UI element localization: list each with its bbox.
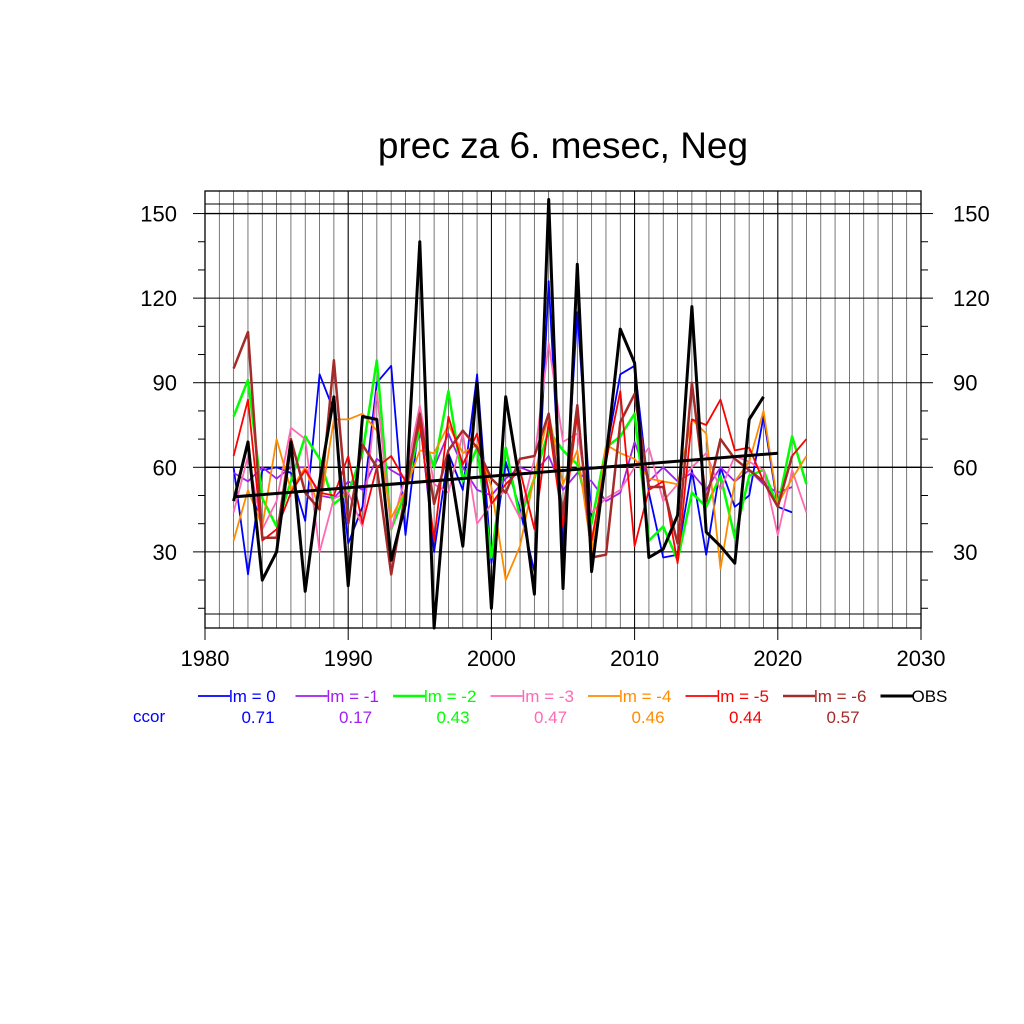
y-tick-label-right: 150 [953,202,990,227]
x-tick-label: 2030 [897,646,946,671]
y-tick-label-left: 90 [153,371,177,396]
ccor-value: 0.44 [729,708,762,727]
ccor-value: 0.43 [436,708,469,727]
x-tick-label: 2000 [467,646,516,671]
legend: lm = 0 lm = -1 lm = -2 lm = -3 lm = -4 lm = -… [133,687,947,727]
y-tick-label-right: 30 [953,540,977,565]
legend-label: lm = -5 [717,687,769,706]
y-tick-label-right: 90 [953,371,977,396]
ccor-value: 0.46 [631,708,664,727]
plot-frame [204,190,922,629]
series-line-obs [232,198,765,630]
series-line-lm-5 [232,390,808,565]
y-tick-label-left: 120 [140,286,177,311]
legend-label: lm = -4 [619,687,671,706]
legend-label: lm = -3 [522,687,574,706]
series-lines [232,198,808,630]
y-tick-label-right: 120 [953,286,990,311]
chart-title: prec za 6. mesec, Neg [378,125,748,166]
x-tick-label: 2010 [610,646,659,671]
ccor-value: 0.71 [241,708,274,727]
series-line-lm-3 [232,342,808,553]
ccor-label: ccor [133,707,165,726]
x-tick-label: 1990 [324,646,373,671]
y-tick-label-left: 60 [153,455,177,480]
ccor-value: 0.47 [534,708,567,727]
y-tick-label-left: 150 [140,202,177,227]
ccor-value: 0.57 [826,708,859,727]
legend-label: lm = 0 [229,687,276,706]
x-tick-label: 2020 [753,646,802,671]
legend-label: lm = -2 [424,687,476,706]
ccor-value: 0.17 [339,708,372,727]
axes: 30 30 60 60 90 90 120 120 150 150 1980 1990 2000 2010… [140,190,990,671]
obs-trend-line [233,451,778,499]
legend-label: lm = -6 [814,687,866,706]
y-tick-label-left: 30 [153,540,177,565]
legend-label: OBS [912,687,948,706]
y-tick-label-right: 60 [953,455,977,480]
legend-label: lm = -1 [327,687,379,706]
x-tick-label: 1980 [181,646,230,671]
